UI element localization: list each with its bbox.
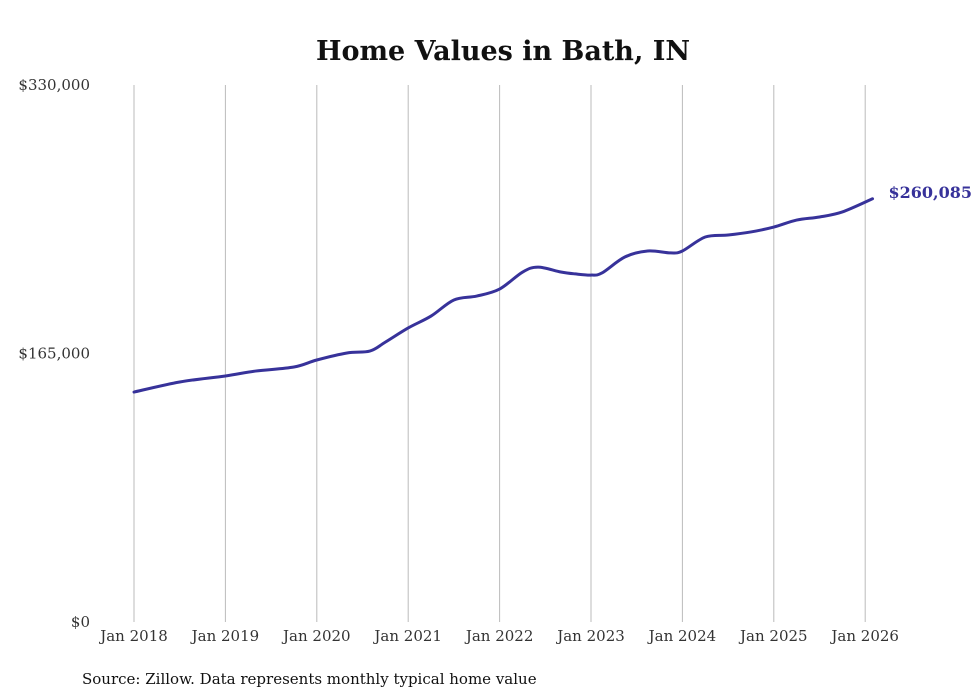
- x-tick-label: Jan 2022: [464, 627, 534, 645]
- x-tick-label: Jan 2023: [555, 627, 625, 645]
- x-tick-label: Jan 2018: [98, 627, 168, 645]
- x-tick-label: Jan 2021: [372, 627, 442, 645]
- x-tick-label: Jan 2024: [647, 627, 717, 645]
- chart-title: Home Values in Bath, IN: [316, 36, 690, 67]
- y-tick-label: $0: [71, 613, 90, 631]
- source-note: Source: Zillow. Data represents monthly …: [82, 670, 537, 688]
- end-value-label: $260,085: [889, 183, 973, 202]
- y-tick-label: $165,000: [18, 345, 90, 363]
- x-tick-label: Jan 2019: [190, 627, 260, 645]
- x-tick-label: Jan 2026: [829, 627, 899, 645]
- x-tick-label: Jan 2025: [738, 627, 808, 645]
- series-line: [132, 197, 875, 394]
- x-tick-label: Jan 2020: [281, 627, 351, 645]
- y-tick-label: $330,000: [18, 76, 90, 94]
